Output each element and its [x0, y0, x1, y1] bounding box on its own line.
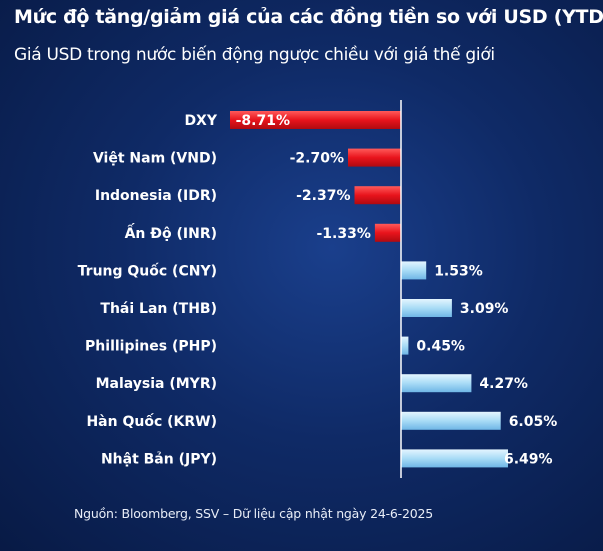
- bar-4: [401, 261, 427, 280]
- category-label-4: Trung Quốc (CNY): [78, 262, 217, 279]
- value-label-5: 3.09%: [460, 301, 509, 317]
- category-label-2: Indonesia (IDR): [95, 188, 217, 204]
- value-label-4: 1.53%: [434, 263, 483, 279]
- value-label-8: 6.05%: [509, 414, 558, 430]
- value-label-0: -8.71%: [236, 113, 290, 129]
- bar-0: [230, 111, 401, 129]
- category-label-7: Malaysia (MYR): [96, 376, 217, 392]
- category-label-8: Hàn Quốc (KRW): [86, 413, 217, 430]
- bar-8: [401, 411, 501, 430]
- category-label-3: Ấn Độ (INR): [125, 222, 217, 242]
- category-label-0: DXY: [184, 113, 217, 129]
- bar-9: [401, 449, 508, 468]
- value-label-1: -2.70%: [290, 151, 344, 167]
- bar-2: [354, 186, 401, 205]
- category-label-9: Nhật Bản (JPY): [101, 451, 217, 467]
- bar-3: [374, 223, 401, 242]
- value-label-6: 0.45%: [416, 339, 465, 355]
- value-label-7: 4.27%: [479, 376, 528, 392]
- value-label-3: -1.33%: [317, 226, 371, 242]
- value-label-2: -2.37%: [296, 188, 350, 204]
- value-label-9: 6.49%: [504, 451, 553, 467]
- category-label-1: Việt Nam (VND): [93, 151, 217, 167]
- chart-title: Mức độ tăng/giảm giá của các đồng tiền s…: [14, 6, 603, 28]
- chart-subtitle: Giá USD trong nước biến động ngược chiều…: [14, 45, 495, 65]
- bar-7: [401, 374, 472, 393]
- bar-6: [401, 336, 409, 355]
- category-label-5: Thái Lan (THB): [100, 301, 217, 317]
- bar-1: [348, 148, 401, 167]
- category-label-6: Phillipines (PHP): [85, 339, 217, 355]
- bar-5: [401, 299, 452, 317]
- source-note: Nguồn: Bloomberg, SSV – Dữ liệu cập nhật…: [74, 506, 433, 521]
